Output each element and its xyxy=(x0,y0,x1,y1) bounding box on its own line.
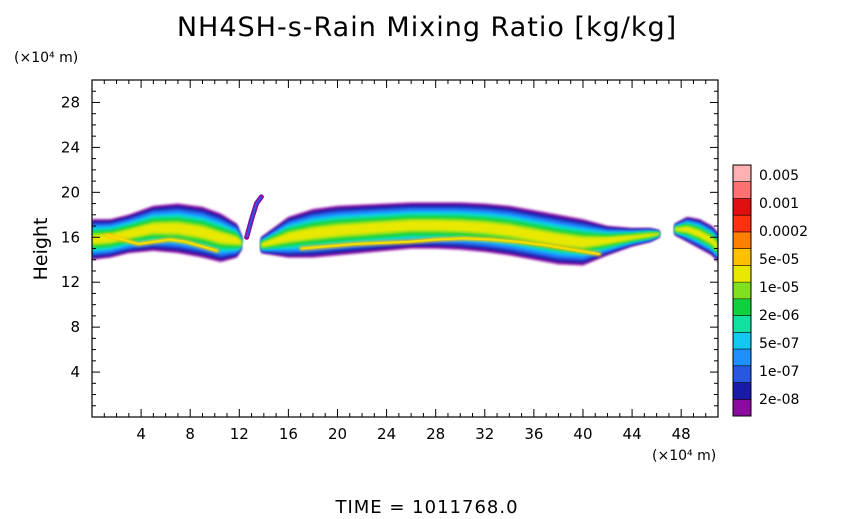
x-tick-label: 32 xyxy=(475,425,494,443)
colorbar-swatch xyxy=(733,382,751,400)
y-tick-label: 8 xyxy=(70,318,80,336)
y-axis-unit: (×10⁴ m) xyxy=(14,50,78,66)
x-tick-label: 28 xyxy=(426,425,445,443)
colorbar-swatch xyxy=(733,365,751,383)
colorbar-swatch xyxy=(733,265,751,283)
x-tick-label: 16 xyxy=(279,425,298,443)
right-cloud-level xyxy=(675,225,718,252)
main-cloud-level xyxy=(261,220,660,248)
colorbar-label: 2e-06 xyxy=(759,308,799,324)
x-tick-label: 36 xyxy=(524,425,543,443)
colorbar-label: 0.005 xyxy=(759,168,799,184)
colorbar-frame xyxy=(732,164,752,417)
colorbar-swatch xyxy=(733,298,751,316)
main-cloud-core-highlight xyxy=(301,237,600,256)
x-tick-label: 4 xyxy=(136,425,146,443)
y-tick-label: 24 xyxy=(61,138,80,156)
x-tick-label: 24 xyxy=(377,425,396,443)
colorbar-label: 1e-05 xyxy=(759,280,799,296)
y-tick-label: 16 xyxy=(61,228,80,246)
y-axis-label: Height xyxy=(30,218,52,281)
colorbar-swatch xyxy=(733,248,751,266)
colorbar-label: 5e-05 xyxy=(759,252,799,268)
plume-inner xyxy=(245,196,263,238)
colorbar-swatch xyxy=(733,349,751,367)
x-tick-label: 20 xyxy=(328,425,347,443)
colorbar-swatch xyxy=(733,282,751,300)
colorbar-swatch xyxy=(733,231,751,249)
colorbar-label: 0.0002 xyxy=(759,224,808,240)
right-cloud-level xyxy=(675,226,718,251)
left-cloud-core-highlight xyxy=(106,234,218,252)
colorbar-label: 5e-07 xyxy=(759,336,799,352)
y-axis: 4 8 12 16 20 24 28 xyxy=(61,90,718,407)
left-cloud-level xyxy=(92,222,242,251)
x-axis-unit: (×10⁴ m) xyxy=(652,448,716,464)
x-tick-label: 40 xyxy=(573,425,592,443)
colorbar-label: 1e-07 xyxy=(759,364,799,380)
colorbar-swatch xyxy=(733,181,751,199)
colorbar-swatch xyxy=(733,315,751,333)
colorbar-swatch xyxy=(733,399,751,417)
colorbar-label: 2e-08 xyxy=(759,392,799,408)
colorbar: 2e-08 1e-07 5e-07 2e-06 1e-05 5e-05 0.0002 0.00… xyxy=(732,164,808,417)
chart-title: NH4SH-s-Rain Mixing Ratio [kg/kg] xyxy=(176,12,678,43)
mixing-ratio-field xyxy=(92,194,718,266)
colorbar-swatch xyxy=(733,165,751,183)
colorbar-label: 0.001 xyxy=(759,196,799,212)
x-tick-label: 44 xyxy=(623,425,642,443)
x-tick-label: 8 xyxy=(185,425,195,443)
colorbar-swatch xyxy=(733,215,751,233)
y-tick-label: 12 xyxy=(61,273,80,291)
y-tick-label: 20 xyxy=(61,183,80,201)
x-axis: 4 8 12 16 20 24 28 32 36 40 44 48 xyxy=(103,80,707,443)
x-tick-label: 48 xyxy=(672,425,691,443)
y-tick-label: 28 xyxy=(61,93,80,111)
colorbar-swatch xyxy=(733,198,751,216)
colorbar-swatch xyxy=(733,332,751,350)
time-label: TIME = 1011768.0 xyxy=(335,497,519,518)
x-tick-label: 12 xyxy=(230,425,249,443)
y-tick-label: 4 xyxy=(70,363,80,381)
